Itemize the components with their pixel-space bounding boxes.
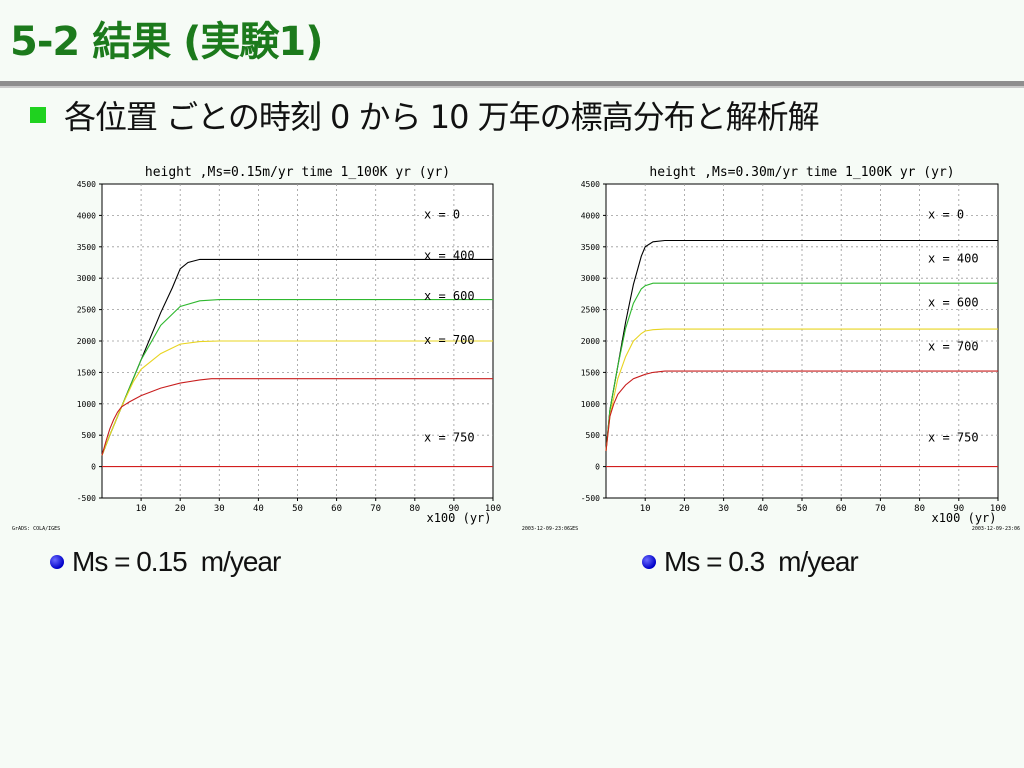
y-tick-label: 1000 [77, 400, 96, 409]
bullet-dot-icon [50, 555, 64, 569]
x-tick-label: 90 [448, 504, 459, 514]
legend-label: x = 700 [928, 339, 979, 353]
x-tick-label: 50 [797, 504, 808, 514]
y-tick-label: 0 [91, 463, 96, 472]
legend-label: x = 0 [928, 208, 964, 222]
x-tick-label: 100 [990, 504, 1006, 514]
y-tick-label: 2000 [581, 337, 600, 346]
legend-label: x = 400 [424, 248, 475, 262]
y-tick-label: 3000 [77, 274, 96, 283]
footer-left: GrADS: COLA/IGES [12, 526, 60, 532]
y-tick-label: 3500 [77, 243, 96, 252]
title-underline [0, 81, 1024, 86]
x-tick-label: 70 [875, 504, 886, 514]
footer-left: GrADS: COLA/IGES [570, 526, 578, 532]
chart-ms-015: height ,Ms=0.15m/yr time 1_100K yr (yr) 4… [10, 158, 575, 538]
y-tick-label: 500 [586, 431, 601, 440]
x-tick-label: 10 [136, 504, 147, 514]
y-tick-label: -500 [581, 494, 600, 503]
caption-ms-030: Ms = 0.3 m/year [642, 544, 859, 580]
x-axis-label: x100 (yr) [426, 511, 491, 525]
y-tick-label: 0 [595, 463, 600, 472]
chart-title: height ,Ms=0.30m/yr time 1_100K yr (yr) [649, 165, 954, 180]
bullet-square-icon [30, 107, 46, 123]
caption-label: Ms = 0.15 [72, 546, 188, 577]
x-tick-label: 90 [953, 504, 964, 514]
y-tick-label: -500 [77, 494, 96, 503]
legend-label: x = 750 [424, 430, 475, 444]
y-tick-label: 1500 [581, 368, 600, 377]
x-tick-label: 70 [370, 504, 381, 514]
x-tick-label: 50 [292, 504, 303, 514]
legend-label: x = 600 [928, 295, 979, 309]
caption-unit: m/year [778, 546, 859, 577]
x-tick-label: 20 [679, 504, 690, 514]
x-tick-label: 80 [914, 504, 925, 514]
x-axis-label: x100 (yr) [931, 511, 996, 525]
legend-label: x = 700 [424, 333, 475, 347]
x-tick-label: 100 [485, 504, 501, 514]
y-tick-label: 1500 [77, 368, 96, 377]
footer-right: 2003-12-09-23:06 [522, 526, 570, 532]
chart-title: height ,Ms=0.15m/yr time 1_100K yr (yr) [145, 165, 450, 180]
x-tick-label: 30 [214, 504, 225, 514]
y-tick-label: 4500 [77, 180, 96, 189]
series-line-x-400 [605, 282, 998, 451]
y-tick-label: 1000 [581, 400, 600, 409]
y-tick-label: 4000 [581, 211, 600, 220]
x-tick-label: 60 [836, 504, 847, 514]
bullet-dot-icon [642, 555, 656, 569]
x-tick-label: 20 [175, 504, 186, 514]
footer-right: 2003-12-09-23:06 [972, 526, 1020, 532]
y-tick-label: 500 [82, 431, 97, 440]
y-tick-label: 4000 [77, 211, 96, 220]
series-line-x-700 [101, 378, 493, 456]
x-tick-label: 10 [640, 504, 651, 514]
title-underline-shadow [0, 86, 1024, 88]
caption-ms-015: Ms = 0.15 m/year [50, 544, 282, 580]
y-tick-label: 4500 [581, 180, 600, 189]
series-line-x-600 [101, 340, 493, 456]
series-line-x-700 [605, 370, 998, 451]
legend-label: x = 400 [928, 252, 979, 266]
x-tick-label: 40 [757, 504, 768, 514]
bullet-text: 各位置 ごとの時刻 0 から 10 万年の標高分布と解析解 [64, 98, 820, 136]
y-tick-label: 3000 [581, 274, 600, 283]
chart-ms-015-svg: height ,Ms=0.15m/yr time 1_100K yr (yr) 4… [12, 165, 570, 532]
caption-label: Ms = 0.3 [664, 546, 765, 577]
y-tick-label: 2500 [77, 306, 96, 315]
x-tick-label: 30 [718, 504, 729, 514]
y-tick-label: 2000 [77, 337, 96, 346]
x-tick-label: 60 [331, 504, 342, 514]
x-tick-label: 40 [253, 504, 264, 514]
legend-label: x = 0 [424, 208, 460, 222]
legend-label: x = 750 [928, 430, 979, 444]
legend-label: x = 600 [424, 289, 475, 303]
series-line-x-600 [605, 328, 998, 451]
y-tick-label: 3500 [581, 243, 600, 252]
caption-unit: m/year [200, 546, 282, 577]
x-tick-label: 80 [409, 504, 420, 514]
slide-title: 5-2 結果 (実験1) [10, 19, 324, 65]
bullet-row: 各位置 ごとの時刻 0 から 10 万年の標高分布と解析解 [30, 92, 820, 138]
chart-ms-030-svg: height ,Ms=0.30m/yr time 1_100K yr (yr) 4… [570, 165, 1020, 532]
chart-ms-030: height ,Ms=0.30m/yr time 1_100K yr (yr) 4… [570, 158, 1024, 538]
y-tick-label: 2500 [581, 306, 600, 315]
